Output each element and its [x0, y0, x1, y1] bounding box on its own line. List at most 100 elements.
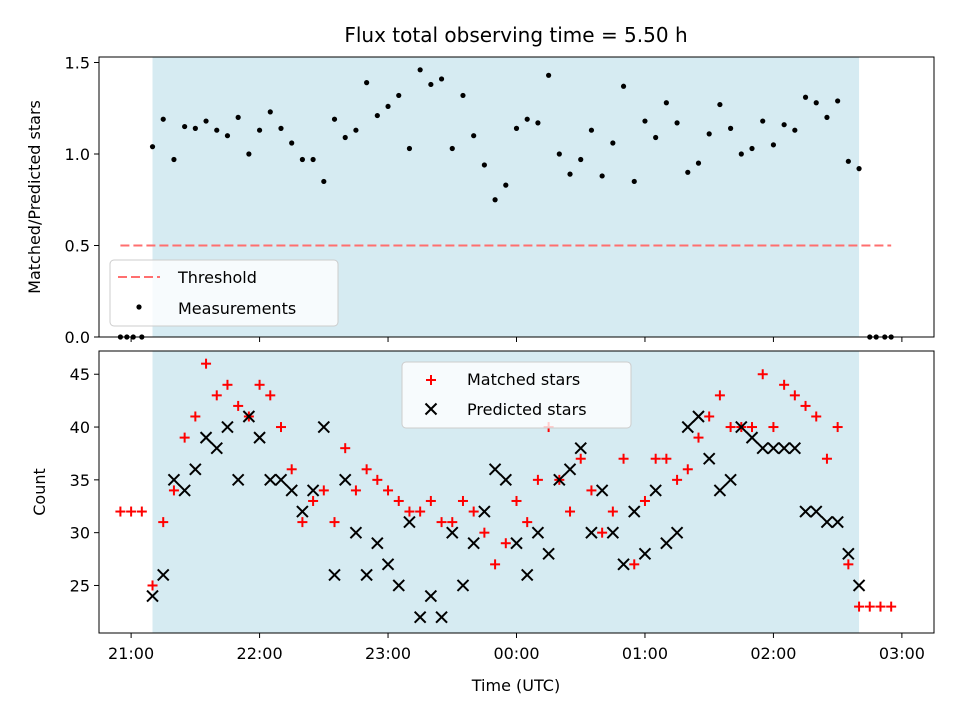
predicted-stars-point: [189, 463, 202, 476]
measurements-point: [321, 178, 327, 185]
predicted-stars-point: [574, 441, 587, 455]
predicted-stars-point: [146, 589, 159, 603]
predicted-stars-point: [403, 515, 416, 529]
measurements-point: [845, 158, 851, 164]
predicted-stars-point: [735, 420, 748, 434]
predicted-stars-point: [467, 537, 480, 550]
predicted-stars-point: [638, 547, 652, 560]
predicted-stars-point: [360, 568, 373, 582]
chart-title: Flux total observing time = 5.50 h: [344, 23, 687, 47]
matched-stars-point: [565, 506, 576, 517]
top-y-axis-label: Matched/Predicted stars: [25, 100, 44, 294]
predicted-stars-point: [242, 410, 256, 423]
matched-stars-point: [329, 517, 340, 528]
matched-stars-point: [393, 495, 404, 506]
measurements-point: [738, 151, 744, 157]
predicted-stars-point: [842, 547, 855, 560]
measurements-point: [824, 114, 830, 120]
matched-stars-point: [629, 559, 640, 570]
matched-stars-point: [886, 601, 897, 612]
measurements-point: [813, 100, 819, 106]
predicted-stars-point: [553, 473, 566, 487]
measurements-point: [524, 116, 530, 122]
x-tick-label: 23:00: [365, 644, 411, 663]
matched-stars-point: [436, 517, 447, 528]
matched-stars-point: [757, 369, 768, 380]
x-tick-label: 00:00: [493, 644, 539, 663]
predicted-stars-point: [306, 484, 320, 497]
measurements-point: [385, 103, 391, 110]
matched-stars-point: [222, 379, 233, 390]
matched-stars-point: [575, 453, 586, 464]
legend-measurements-label: Measurements: [178, 299, 296, 318]
predicted-stars-point: [681, 420, 694, 434]
legend-measurements-swatch: [136, 304, 142, 310]
matched-stars-point: [618, 453, 629, 464]
measurements-point: [546, 72, 552, 78]
predicted-stars-point: [488, 463, 502, 476]
predicted-stars-point: [810, 505, 823, 518]
predicted-stars-point: [178, 484, 191, 497]
measurements-point: [460, 92, 466, 99]
matched-stars-point: [639, 495, 650, 506]
matched-stars-point: [854, 601, 865, 612]
measurements-point: [556, 151, 562, 157]
matched-stars-point: [179, 432, 190, 443]
y-tick-label: 45: [70, 365, 90, 384]
matched-stars-point: [308, 495, 319, 506]
bottom-y-axis-label: Count: [30, 468, 49, 516]
matched-stars-point: [511, 495, 522, 506]
y-tick-label: 30: [70, 524, 90, 543]
matched-stars-point: [211, 390, 222, 401]
predicted-stars-point: [724, 473, 737, 487]
matched-stars-point: [340, 443, 351, 454]
matched-stars-point: [479, 527, 490, 538]
matched-stars-point: [372, 474, 383, 485]
measurements-point: [214, 127, 220, 133]
matched-stars-point: [682, 464, 693, 475]
measurements-point: [802, 94, 809, 100]
measurements-point: [717, 101, 723, 108]
measurements-point: [342, 134, 348, 141]
measurements-point: [695, 160, 702, 166]
matched-stars-point: [457, 495, 468, 506]
matched-stars-point: [789, 390, 800, 401]
predicted-stars-point: [660, 537, 673, 550]
matched-stars-point: [586, 485, 597, 496]
y-tick-label: 0.0: [65, 328, 90, 347]
measurements-point: [417, 67, 423, 73]
measurements-point: [770, 142, 777, 148]
bottom-marks: [115, 358, 897, 624]
matched-stars-point: [522, 517, 533, 528]
matched-stars-point: [115, 506, 126, 517]
matched-stars-point: [650, 453, 661, 464]
predicted-stars-point: [531, 526, 545, 539]
matched-stars-point: [843, 559, 854, 570]
measurements-point: [246, 151, 252, 157]
predicted-stars-point: [424, 589, 438, 603]
top-panel: 0.0 0.5 1.0 1.5 Flux total observing time =…: [25, 23, 935, 347]
matched-stars-point: [468, 506, 479, 517]
predicted-stars-point: [799, 505, 812, 518]
predicted-stars-point: [349, 526, 363, 539]
measurements-point: [599, 173, 605, 179]
measurements-point: [578, 156, 584, 163]
predicted-stars-point: [253, 431, 266, 444]
bottom-panel: 25 30 35 40 45 21:00 22:00 23:00 00:00 01:00 02:00…: [30, 350, 935, 695]
measurements-point: [792, 127, 798, 133]
predicted-stars-point: [628, 505, 641, 518]
matched-stars-point: [168, 485, 179, 496]
predicted-stars-point: [339, 473, 352, 487]
measurements-point: [471, 133, 477, 139]
predicted-stars-point: [210, 441, 223, 455]
measurements-point: [449, 145, 455, 152]
measurements-point: [331, 116, 338, 122]
measurements-point: [299, 156, 305, 163]
measurements-point: [353, 127, 359, 133]
matched-stars-point: [286, 464, 297, 475]
measurements-point: [364, 80, 370, 86]
predicted-stars-point: [852, 579, 866, 592]
x-tick-label: 03:00: [879, 644, 925, 663]
y-tick-label: 35: [70, 471, 90, 490]
predicted-stars-point: [606, 526, 620, 539]
